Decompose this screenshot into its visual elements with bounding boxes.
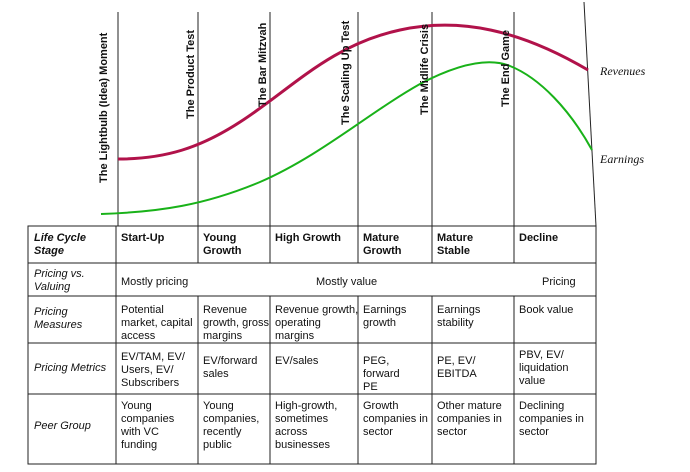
pricing-measure-start-up: Potential market, capital access [121, 304, 193, 342]
revenues-label: Revenues [600, 64, 646, 78]
row-header-pricing-metrics: Pricing Metrics [34, 362, 107, 374]
pricing-vs-valuing-pricing: Pricing [542, 276, 576, 288]
stage-mature-growth: Mature Growth [363, 232, 402, 257]
peer-group-mature-growth: Growth companies in sector [363, 400, 428, 438]
stage-label-bar-mitzvah: The Bar Mitzvah [257, 22, 269, 107]
stage-label-scaling-up: The Scaling Up Test [340, 20, 352, 125]
pricing-measure-young-growth: Revenue growth, gross margins [203, 304, 270, 342]
row-header-pricing-vs-valuing: Pricing vs. Valuing [34, 268, 85, 293]
pricing-metric-mature-growth: PEG, forward PE [363, 355, 400, 393]
stage-high-growth: High Growth [275, 232, 341, 244]
revenues-curve [117, 23, 589, 161]
stage-label-midlife-crisis: The Midlife Crisis [419, 23, 431, 115]
stage-label-lightbulb: The Lightbulb (Idea) Moment [98, 32, 110, 183]
pricing-measure-decline: Book value [519, 304, 574, 316]
pricing-metric-mature-stable: PE, EV/ EBITDA [437, 355, 477, 380]
table-grid [27, 225, 597, 465]
pricing-metric-start-up: EV/TAM, EV/ Users, EV/ Subscribers [121, 351, 185, 389]
row-header-life-cycle-stage: Life Cycle Stage [34, 232, 86, 257]
peer-group-young-growth: Young companies, recently public [203, 400, 260, 451]
pricing-metric-decline: PBV, EV/ liquidation value [519, 349, 569, 387]
pricing-metric-young-growth: EV/forward sales [203, 355, 258, 380]
stage-label-end-game: The End Game [500, 29, 512, 107]
pricing-measure-mature-stable: Earnings stability [437, 304, 481, 329]
stage-label-product-test: The Product Test [185, 29, 197, 119]
pricing-measure-high-growth: Revenue growth, operating margins [275, 304, 359, 342]
row-header-peer-group: Peer Group [34, 420, 91, 432]
pricing-vs-valuing-mostly-value: Mostly value [316, 276, 378, 288]
peer-group-high-growth: High-growth, sometimes across businesses [275, 400, 338, 451]
peer-group-mature-stable: Other mature companies in sector [437, 400, 502, 438]
earnings-curve [100, 61, 593, 215]
stage-young-growth: Young Growth [203, 232, 242, 257]
stage-decline: Decline [519, 232, 559, 244]
earnings-label: Earnings [600, 152, 645, 166]
stage-mature-stable: Mature Stable [437, 232, 474, 257]
peer-group-decline: Declining companies in sector [519, 400, 584, 438]
pricing-metric-high-growth: EV/sales [275, 355, 319, 367]
pricing-measure-mature-growth: Earnings growth [363, 304, 407, 329]
stage-start-up: Start-Up [121, 232, 165, 244]
pricing-vs-valuing-mostly-pricing: Mostly pricing [121, 276, 189, 288]
peer-group-start-up: Young companies with VC funding [121, 400, 175, 451]
stage-divider-end [583, 1, 597, 227]
row-header-pricing-measures: Pricing Measures [34, 306, 83, 331]
